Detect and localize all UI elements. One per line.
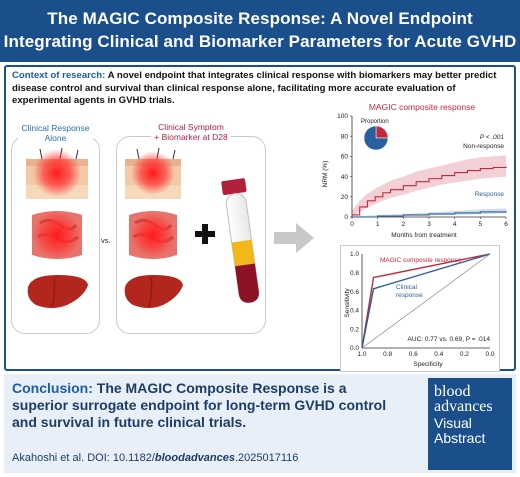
vs-label: vs. [101, 236, 111, 245]
context-text: Context of research: A novel endpoint th… [12, 70, 512, 108]
roc-y-tick-label: 0.0 [350, 345, 359, 352]
roc-x-tick-label: 0.6 [409, 351, 418, 358]
km-label-response: Response [475, 191, 505, 198]
km-y-tick-label: 100 [337, 113, 348, 120]
journal-logo: blood advances Visual Abstract [428, 378, 512, 470]
roc-x-tick-label: 1.0 [357, 351, 366, 358]
roc-y-tick-label: 0.8 [350, 270, 359, 277]
logo-line-2: advances [434, 398, 493, 415]
organ-illustrations-right [124, 147, 260, 308]
panel-composite: Clinical Symptom + Biomarker at D28 [116, 122, 266, 334]
conclusion-box: Conclusion: The MAGIC Composite Response… [4, 374, 516, 473]
km-title: MAGIC composite response [369, 102, 476, 112]
nrm-chart: MAGIC composite response 0 1 2 3 4 5 602040608… [322, 102, 508, 239]
panel-clinical-alone: Clinical Response Alone [11, 123, 100, 334]
logo-line-4: Abstract [434, 430, 486, 446]
roc-y-tick-label: 0.6 [350, 289, 359, 296]
inset-pie: Proportion [358, 113, 398, 153]
roc-x-tick-label: 0.2 [460, 351, 469, 358]
roc-y-tick-label: 0.2 [350, 326, 359, 333]
km-series-lines [352, 166, 507, 218]
km-series-line-0 [352, 166, 507, 216]
conclusion-label: Conclusion: [12, 380, 93, 396]
organ-illustrations-left [26, 147, 88, 308]
roc-label-magic: MAGIC composite response [380, 257, 462, 264]
roc-y-tick-label: 0.4 [350, 308, 359, 315]
km-x-tick-label: 0 [350, 221, 354, 228]
panel-right-title-1: Clinical Symptom [158, 122, 224, 132]
km-x-tick-label: 6 [504, 221, 508, 228]
context-label: Context of research: [12, 70, 106, 81]
citation: Akahoshi et al. DOI: 10.1182/bloodadvanc… [12, 451, 412, 465]
km-ci-bands [352, 155, 506, 217]
plus-icon [195, 224, 215, 244]
roc-series-line-0 [361, 253, 491, 349]
roc-chart: 1.0 0.8 0.6 0.4 0.2 0.0 0.0 0.2 0.4 0.6 0.8 1.0 Spe… [340, 245, 500, 372]
panel-right-title: Clinical Symptom + Biomarker at D28 [117, 122, 265, 142]
km-label-nonresponse: Non-response [463, 143, 504, 150]
title-line-2: Integrating Clinical and Biomarker Param… [3, 32, 517, 51]
roc-xlabel: Specificity [413, 361, 443, 368]
roc-series-line-2 [361, 253, 491, 349]
panel-left-title-1: Clinical Response [21, 123, 90, 133]
skin-icon [125, 147, 181, 199]
roc-auc: AUC: 0.77 vs. 0.69, P = .014 [408, 336, 491, 343]
logo-line-1: blood [434, 383, 471, 400]
km-series-line-1 [352, 210, 507, 218]
context-body: A novel endpoint that integrates clinica… [12, 70, 497, 106]
km-x-tick-label: 5 [479, 221, 483, 228]
inset-pie-label: Proportion [361, 119, 389, 125]
liver-icon [27, 275, 88, 308]
title-line-1: The MAGIC Composite Response: A Novel En… [47, 9, 473, 28]
intestine-icon [129, 211, 177, 259]
km-y-tick-label: 60 [341, 154, 349, 161]
panel-left-title-2: Alone [44, 133, 67, 143]
blood-tube-icon [221, 178, 260, 304]
km-x-tick-label: 3 [427, 221, 431, 228]
logo-line-3: Visual [434, 415, 472, 431]
roc-x-tick-label: 0.4 [434, 351, 443, 358]
liver-icon [124, 275, 183, 308]
citation-journal: bloodadvances [154, 452, 235, 464]
roc-label-clinical-1: Clinical [396, 284, 418, 291]
conclusion-body: The MAGIC Composite Response is a superi… [12, 380, 387, 430]
roc-label-clinical-2: response [396, 292, 423, 299]
arrow-right-icon [274, 223, 314, 253]
km-xlabel: Months from treatment [391, 232, 457, 239]
roc-x-tick-label: 0.8 [383, 351, 392, 358]
km-x-tick-label: 1 [376, 221, 380, 228]
km-x-tick-label: 4 [453, 221, 457, 228]
km-p-value: P < .001 [480, 134, 505, 141]
km-ci-band-0 [352, 155, 506, 217]
km-x-tick-label: 2 [402, 221, 406, 228]
citation-suffix: .2025017116 [234, 452, 299, 464]
km-y-tick-label: 40 [341, 174, 349, 181]
intestine-icon [32, 211, 82, 259]
skin-icon [26, 147, 88, 199]
roc-x-tick-label: 0.0 [485, 351, 494, 358]
citation-prefix: Akahoshi et al. DOI: 10.1182/ [12, 452, 155, 464]
km-y-tick-label: 80 [341, 133, 349, 140]
pie-slice-1 [363, 125, 389, 151]
conclusion-text: Conclusion: The MAGIC Composite Response… [12, 380, 402, 431]
roc-ylabel: Sensitivity [344, 288, 351, 318]
header-banner: The MAGIC Composite Response: A Novel En… [0, 0, 520, 62]
roc-series-line-1 [361, 253, 491, 349]
km-ylabel: NRM (%) [322, 161, 329, 188]
roc-y-tick-label: 1.0 [350, 251, 359, 258]
panel-right-title-2: + Biomarker at D28 [154, 132, 228, 142]
km-y-tick-label: 0 [344, 214, 348, 221]
km-y-tick-label: 20 [341, 194, 349, 201]
km-ci-band-1 [352, 208, 506, 217]
panel-left-title: Clinical Response Alone [12, 123, 99, 143]
